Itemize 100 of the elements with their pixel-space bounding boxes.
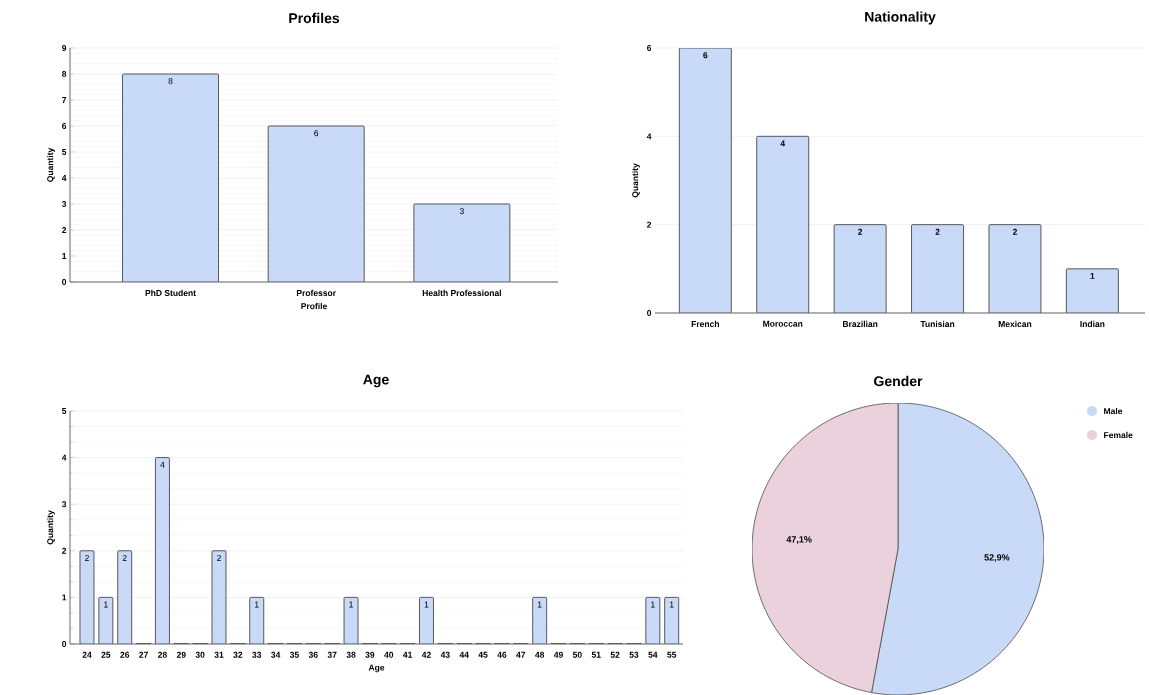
legend-label: Female — [1104, 431, 1133, 439]
y-tick-label: 6 — [62, 122, 67, 129]
data-label: 6 — [314, 130, 319, 137]
x-tick-label: 30 — [195, 651, 205, 658]
y-tick-label: 5 — [62, 408, 67, 414]
x-tick-label: Professor — [296, 289, 336, 297]
x-tick-label: 42 — [421, 651, 431, 658]
bar — [678, 47, 732, 313]
x-tick-label: 36 — [308, 651, 318, 658]
x-tick-label: Mexican — [998, 320, 1032, 328]
x-tick-label: French — [691, 320, 719, 328]
x-tick-label: 52 — [610, 651, 620, 658]
data-label: 6 — [703, 52, 708, 59]
x-tick-label: 37 — [327, 651, 337, 658]
bar — [1065, 268, 1119, 313]
data-label: 8 — [168, 78, 173, 85]
data-label: 1 — [537, 601, 542, 608]
x-tick-label: 27 — [139, 651, 148, 658]
bar — [117, 550, 133, 644]
data-label: 1 — [349, 601, 353, 608]
x-tick-label: 50 — [572, 651, 582, 658]
x-tick-label: 25 — [101, 651, 111, 658]
x-tick-label: 38 — [346, 651, 356, 658]
x-tick-label: 49 — [553, 651, 563, 658]
bar — [155, 457, 170, 644]
x-tick-label: 33 — [252, 651, 262, 658]
x-tick-label: 29 — [176, 651, 186, 658]
x-tick-label: Brazilian — [842, 320, 878, 328]
bar — [911, 224, 964, 313]
data-label: 2 — [858, 228, 863, 235]
y-axis-title: Quantity — [46, 510, 55, 545]
data-label: 2 — [85, 555, 89, 561]
x-tick-label: 31 — [214, 651, 224, 658]
x-tick-label: 53 — [629, 651, 639, 658]
data-label: 2 — [935, 228, 940, 235]
x-tick-label: 43 — [440, 651, 450, 658]
x-tick-label: 47 — [516, 651, 526, 658]
legend-label: Male — [1104, 407, 1123, 415]
y-tick-label: 4 — [61, 175, 67, 181]
x-tick-label: 46 — [497, 651, 507, 658]
x-tick-label: 26 — [120, 651, 130, 658]
x-tick-label: PhD Student — [145, 289, 196, 297]
x-tick-label: Indian — [1080, 320, 1105, 328]
data-label: 47,1% — [786, 536, 812, 544]
bar — [988, 224, 1042, 313]
data-label: 2 — [217, 555, 221, 561]
data-label: 2 — [122, 555, 127, 561]
chart-title: Gender — [874, 375, 923, 387]
y-tick-label: 9 — [62, 44, 67, 51]
y-tick-label: 0 — [647, 309, 652, 316]
bar — [122, 73, 219, 282]
bar — [98, 596, 114, 644]
chart-title: Profiles — [289, 12, 340, 24]
y-tick-label: 0 — [62, 640, 67, 647]
x-tick-label: 54 — [648, 651, 658, 658]
data-label: 4 — [780, 140, 786, 147]
data-label: 1 — [669, 601, 674, 608]
data-label: 3 — [459, 208, 464, 215]
x-tick-label: 34 — [271, 651, 281, 658]
y-tick-label: 4 — [646, 133, 652, 140]
y-axis-title: Quantity — [46, 147, 55, 182]
x-tick-label: 39 — [365, 651, 375, 658]
y-tick-label: 7 — [62, 97, 67, 103]
y-tick-label: 5 — [62, 149, 67, 155]
data-label: 1 — [424, 601, 429, 608]
x-tick-label: Moroccan — [763, 320, 803, 327]
bar — [267, 125, 365, 282]
y-tick-label: 0 — [62, 278, 67, 285]
data-label: 1 — [104, 601, 108, 608]
y-tick-label: 3 — [61, 200, 67, 207]
x-tick-label: 51 — [591, 651, 601, 658]
bar — [645, 596, 661, 644]
x-tick-label: 28 — [158, 651, 167, 658]
y-tick-label: 4 — [61, 454, 67, 461]
y-tick-label: 3 — [61, 501, 67, 508]
y-tick-label: 2 — [647, 221, 652, 228]
y-tick-label: 8 — [62, 70, 67, 77]
x-tick-label: 24 — [82, 651, 92, 658]
x-tick-label: 48 — [535, 651, 545, 658]
chart-title: Age — [363, 374, 389, 388]
x-axis-title: Profile — [301, 302, 327, 310]
data-label: 2 — [1012, 228, 1017, 235]
x-tick-label: 44 — [459, 651, 469, 658]
y-tick-label: 2 — [62, 227, 67, 233]
x-tick-label: 55 — [667, 651, 677, 658]
x-tick-label: 45 — [478, 651, 488, 658]
bar — [413, 203, 511, 282]
x-tick-label: 41 — [403, 651, 413, 658]
y-axis-title: Quantity — [631, 163, 640, 198]
x-tick-label: 35 — [289, 651, 299, 658]
bar — [833, 224, 887, 313]
bar — [249, 596, 265, 644]
x-tick-label: 40 — [384, 651, 394, 658]
chart-title: Nationality — [865, 11, 936, 25]
data-label: 4 — [160, 461, 165, 468]
y-tick-label: 1 — [62, 253, 67, 259]
data-label: 1 — [255, 601, 259, 608]
data-label: 52,9% — [984, 554, 1010, 562]
bar — [756, 135, 810, 313]
x-axis-title: Age — [368, 664, 385, 673]
